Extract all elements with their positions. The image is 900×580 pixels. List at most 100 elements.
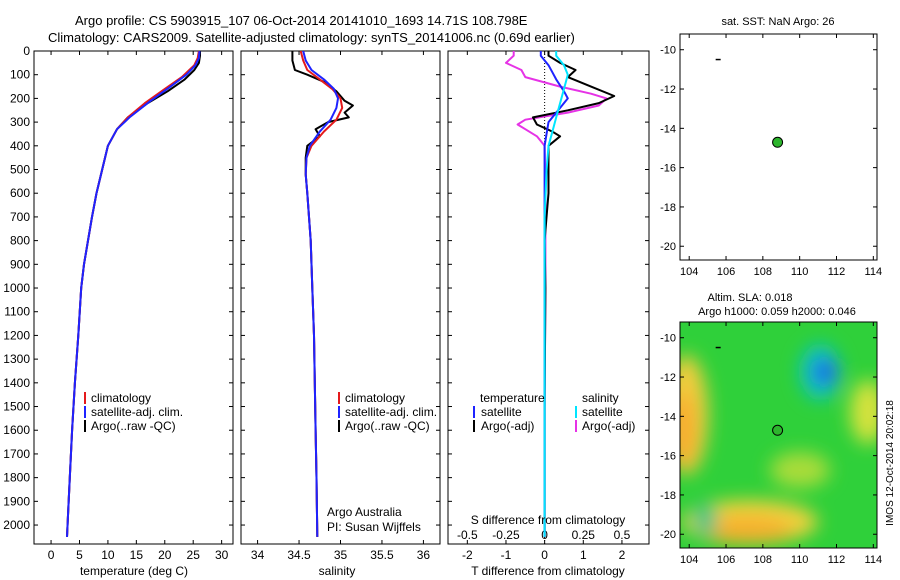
map-lon-label: 108 [754, 266, 772, 278]
x-tick-label: 35 [334, 548, 348, 562]
difference-legend: temperature satellite Argo(-adj) salinit… [473, 391, 635, 433]
x-tick-label: 36 [417, 548, 431, 562]
map-lat-label: -16 [660, 451, 676, 463]
difference-profile-lines [505, 51, 616, 537]
sla-map-frame [679, 321, 878, 549]
map-lat-label: -18 [660, 490, 676, 502]
legend-satellite-label: satellite-adj. clim. [91, 405, 183, 419]
legend-salinity-heading: salinity [582, 391, 619, 405]
x-tick-label: 10 [101, 548, 115, 562]
series-line-satellite-adj-clim [302, 51, 339, 537]
map-lon-label: 106 [717, 554, 735, 566]
salinity-profile-lines [291, 51, 354, 537]
x-tick-label: 35.5 [370, 548, 394, 562]
x-tick-label: 30 [215, 548, 229, 562]
s-difference-tick-label: -0.25 [492, 528, 520, 542]
float-position-marker [772, 136, 784, 148]
depth-tick-label: 1600 [3, 423, 30, 437]
x-tick-label: 0 [48, 548, 55, 562]
map-lat-label: -18 [660, 202, 676, 214]
legend-argo-label: Argo(..raw -QC) [345, 419, 430, 433]
legend-s-satellite-label: satellite [582, 405, 623, 419]
map-lat-label: -12 [660, 84, 676, 96]
difference-depth-ticks [448, 50, 649, 526]
map-lat-label: -14 [660, 123, 676, 135]
x-tick-label: 20 [158, 548, 172, 562]
map-lat-label: -10 [660, 45, 676, 57]
depth-tick-label: 1400 [3, 376, 30, 390]
salinity-panel: 34 34.5 35 35.5 36 salinity climatology sate… [240, 50, 441, 578]
series-line-temperature-satellite [539, 51, 569, 537]
salinity-axis-label: salinity [319, 564, 356, 578]
map-lat-label: -14 [660, 411, 676, 423]
salinity-legend: climatology satellite-adj. clim. Argo(..… [338, 391, 437, 433]
depth-tick-label: 1500 [3, 400, 30, 414]
sla-map-title: Altim. SLA: 0.018 [708, 292, 793, 304]
legend-temperature-heading: temperature [480, 391, 545, 405]
float-position-marker [772, 424, 784, 436]
t-difference-axis-ticks: -2 -1 0 1 2 [462, 51, 626, 562]
s-difference-tick-label: -0.5 [457, 528, 478, 542]
legend-t-argo-label: Argo(-adj) [481, 419, 534, 433]
x-tick-label: 1 [580, 548, 587, 562]
imos-timestamp-label: IMOS 12-Oct-2014 20:02:18 [885, 400, 896, 526]
series-line-salinity-satellite [543, 51, 569, 537]
map-lat-label: -20 [660, 529, 676, 541]
map-lat-label: -10 [660, 333, 676, 345]
map-lat-label: -20 [660, 241, 676, 253]
sla-mid-band [770, 452, 830, 488]
map-lon-label: 112 [828, 554, 846, 566]
depth-tick-label: 800 [10, 234, 30, 248]
pi-name-label: PI: Susan Wijffels [327, 520, 421, 534]
depth-tick-label: 500 [10, 163, 30, 177]
depth-tick-label: 1800 [3, 471, 30, 485]
depth-tick-label: 1000 [3, 281, 30, 295]
sst-map-markers [715, 58, 784, 148]
map-lat-label: -12 [660, 372, 676, 384]
depth-tick-label: 400 [10, 139, 30, 153]
temperature-profile-lines [66, 51, 201, 537]
depth-tick-label: 2000 [3, 518, 30, 532]
legend-t-satellite-label: satellite [481, 405, 522, 419]
temperature-axis-ticks: 0 5 10 15 20 25 30 [48, 51, 229, 562]
sla-map-panel: Altim. SLA: 0.018 Argo h1000: 0.059 h200… [660, 292, 896, 566]
map-lat-label: -16 [660, 163, 676, 175]
sla-warm-west-core [680, 392, 695, 468]
sla-map-ticks: 104 106 108 110 112 114 -10 -12 -14 -16 -18 -20 [660, 322, 882, 566]
sla-cool-core [813, 358, 837, 386]
x-tick-label: 5 [76, 548, 83, 562]
difference-panel: -2 -1 0 1 2 -0.5 -0.25 0 0.25 0.5 T difference f… [447, 50, 650, 578]
depth-axis-ticks: 0 100 200 300 400 500 600 700 800 900 1000 1100 1200… [3, 44, 233, 532]
x-tick-label: 34 [251, 548, 265, 562]
salinity-depth-ticks [241, 50, 440, 526]
sst-map-title: sat. SST: NaN Argo: 26 [721, 16, 834, 28]
difference-plot-frame [447, 50, 650, 545]
legend-climatology-label: climatology [91, 391, 151, 405]
sla-cool-southwest [693, 504, 717, 536]
depth-tick-label: 700 [10, 210, 30, 224]
depth-tick-label: 600 [10, 186, 30, 200]
map-lon-label: 112 [828, 266, 846, 278]
x-tick-label: -2 [462, 548, 473, 562]
sla-map-subtitle: Argo h1000: 0.059 h2000: 0.046 [698, 306, 856, 318]
t-difference-axis-label: T difference from climatology [471, 564, 625, 578]
salinity-axis-ticks: 34 34.5 35 35.5 36 [251, 51, 431, 562]
sla-map-markers [715, 346, 784, 436]
legend-argo-label: Argo(..raw -QC) [91, 419, 176, 433]
header-title-line2: Climatology: CARS2009. Satellite-adjuste… [48, 30, 575, 45]
s-difference-axis-label: S difference from climatology [471, 513, 626, 527]
depth-tick-label: 300 [10, 115, 30, 129]
x-tick-label: 0 [541, 548, 548, 562]
map-lon-label: 104 [680, 554, 698, 566]
depth-tick-label: 900 [10, 257, 30, 271]
x-tick-label: 25 [187, 548, 201, 562]
map-lon-label: 114 [865, 266, 883, 278]
depth-tick-label: 1300 [3, 352, 30, 366]
x-tick-label: 2 [619, 548, 626, 562]
legend-satellite-label: satellite-adj. clim. [345, 405, 437, 419]
map-lon-label: 110 [791, 554, 809, 566]
x-tick-label: 34.5 [287, 548, 311, 562]
sla-warm-south-core [697, 516, 793, 544]
depth-tick-label: 1200 [3, 328, 30, 342]
